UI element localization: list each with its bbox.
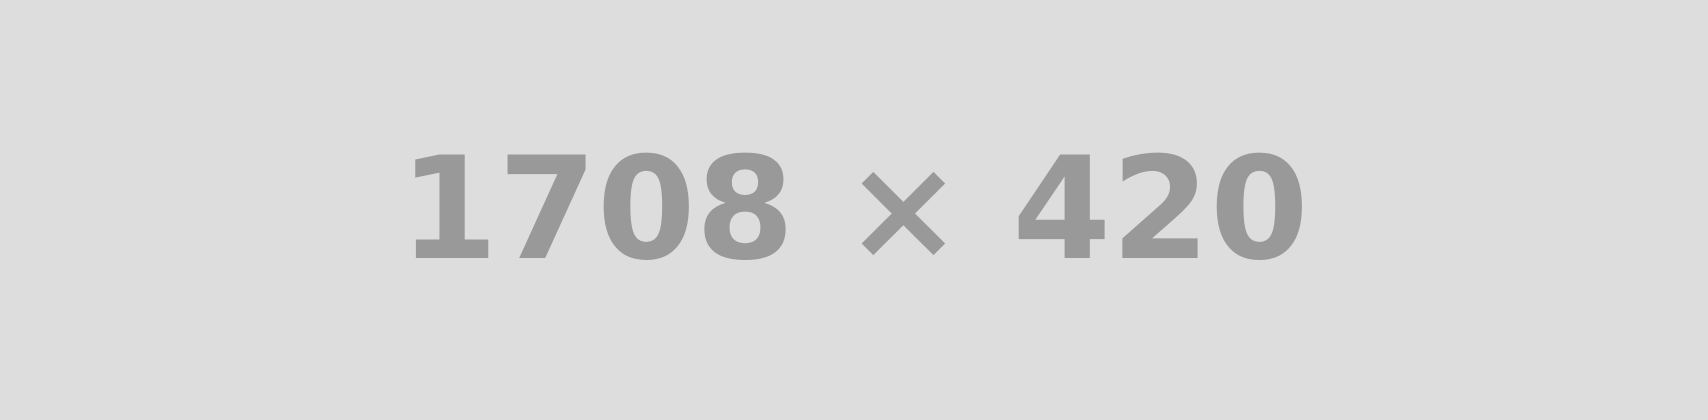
dimensions-label: 1708 × 420 (399, 127, 1309, 292)
